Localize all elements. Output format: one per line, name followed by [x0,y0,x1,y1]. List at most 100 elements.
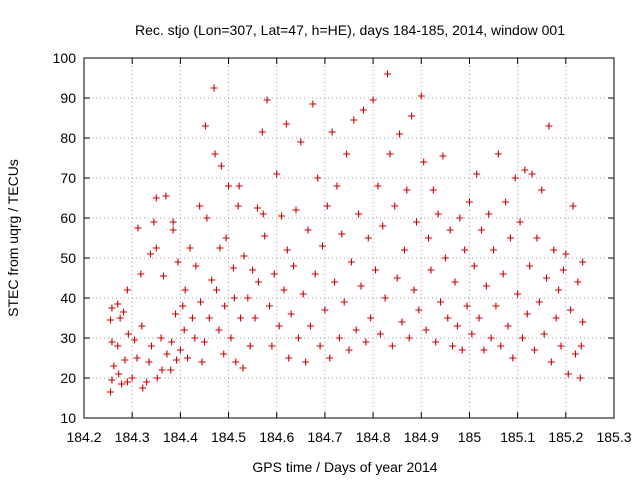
data-point [282,120,290,128]
data-point [197,298,205,306]
x-tick-label: 184.4 [163,429,198,445]
data-point [386,150,394,158]
y-tick-label: 40 [60,290,76,306]
data-point [153,374,161,382]
data-point [350,116,358,124]
data-point [107,316,114,324]
data-point [143,378,151,386]
data-point [108,304,116,312]
data-point [540,330,548,338]
data-point [290,262,298,270]
data-point [229,264,237,272]
data-point [480,346,488,354]
data-point [192,262,200,270]
data-point [425,234,432,242]
data-point [405,334,413,342]
data-point [292,206,300,214]
data-point [355,210,363,218]
data-point [384,70,392,78]
data-point [463,302,471,310]
data-point [158,366,166,374]
data-point [121,356,129,364]
data-point [400,246,408,254]
data-point [124,330,132,338]
data-point [504,322,512,330]
data-point [441,254,449,262]
data-point [115,370,123,378]
y-tick-label: 30 [60,330,76,346]
data-point [220,350,228,358]
data-point [420,158,428,166]
data-point [521,166,529,174]
data-point [434,210,442,218]
data-point [234,202,242,210]
data-point [528,170,536,178]
data-point [577,342,585,350]
data-point [270,270,278,278]
data-point [258,128,266,136]
data-point [326,354,334,362]
x-tick-label: 184.8 [356,429,391,445]
data-point [381,294,389,302]
y-tick-label: 60 [60,210,76,226]
data-point [567,306,575,314]
data-point [174,258,182,266]
data-point [237,314,245,322]
data-point [134,224,142,232]
data-point [306,322,314,330]
data-point [118,380,126,388]
data-point [138,322,146,330]
data-point [188,314,196,322]
x-tick-label: 184.2 [66,429,101,445]
data-point [417,92,425,100]
data-point [150,218,158,226]
data-point [235,182,243,190]
data-point [396,130,404,138]
data-point [468,330,476,338]
data-point [163,350,171,358]
data-point [230,294,238,302]
data-point [367,314,375,322]
data-point [579,318,587,326]
data-point [470,262,478,270]
data-point [133,354,141,362]
data-point [398,318,406,326]
data-point [492,302,500,310]
data-point [374,182,382,190]
data-point [490,246,498,254]
data-point [569,202,577,210]
data-point [167,366,175,374]
data-point [559,266,567,274]
data-point [372,266,379,274]
data-point [239,364,247,372]
data-point [283,246,291,254]
data-points [107,70,587,396]
data-point [518,334,526,342]
data-point [131,336,139,344]
data-point [114,300,122,308]
x-tick-label: 185.1 [500,429,535,445]
data-point [123,286,131,294]
data-point [147,342,155,350]
data-point [482,282,490,290]
data-point [240,252,248,260]
data-point [545,122,553,130]
data-point [461,246,469,254]
data-point [128,374,136,382]
data-point [562,250,570,258]
data-point [449,342,457,350]
data-point [456,214,464,222]
data-point [535,298,543,306]
data-point [323,202,331,210]
data-point [216,244,224,252]
data-point [299,290,307,298]
data-point [453,322,461,330]
data-point [485,210,493,218]
data-point [217,162,225,170]
data-point [201,122,209,130]
data-point [152,194,160,202]
data-point [311,270,319,278]
data-point [347,258,355,266]
data-point [444,314,452,322]
data-point [393,274,401,282]
